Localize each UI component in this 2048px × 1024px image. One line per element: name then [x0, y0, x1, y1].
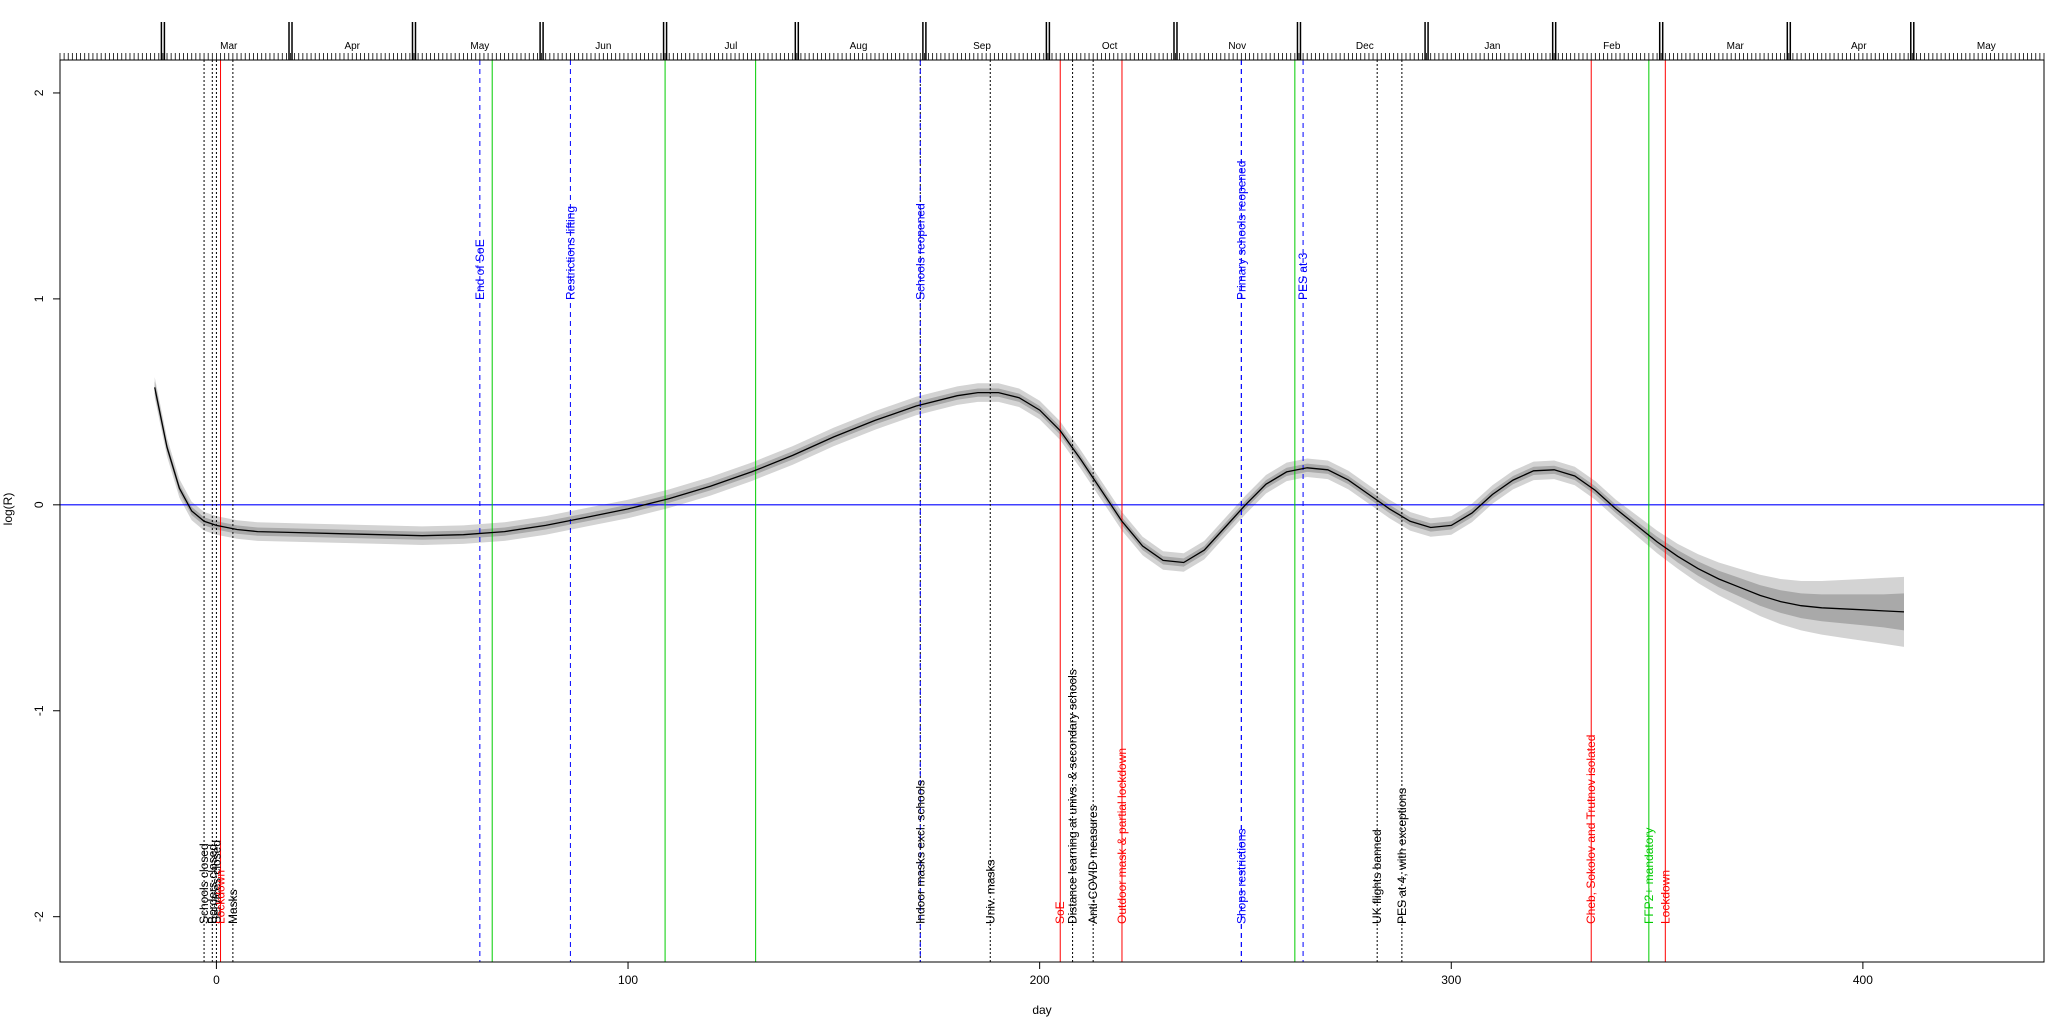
month-label: Aug	[850, 41, 868, 52]
y-tick-label: 2	[32, 89, 46, 96]
event-label: Schools reopened	[913, 203, 927, 300]
x-tick-label: 100	[618, 973, 638, 987]
top-month-axis: Mar Apr May Jun Jul Aug Sep Oct Nov Dec Jan Feb Mar A…	[59, 22, 2045, 60]
event-label: Univ. masks	[983, 860, 997, 924]
event-label: Cheb, Sokolov and Trutnov isolated	[1584, 735, 1598, 924]
event-label: Borders closed	[205, 844, 219, 924]
curve-group	[154, 387, 1905, 613]
event-label: UK flights banned	[1370, 829, 1384, 924]
x-tick-label: 300	[1441, 973, 1461, 987]
month-label: Sep	[973, 41, 991, 52]
event-label: Shops restrictions	[1234, 829, 1248, 924]
event-label: Distance learning at univs. & secondary …	[1066, 669, 1080, 924]
month-label: May	[470, 41, 489, 52]
x-tick-label: 0	[213, 973, 220, 987]
event-label: PES at 3	[1296, 252, 1310, 300]
month-label: Apr	[344, 41, 360, 52]
event-label: FFP2+ mandatory	[1642, 828, 1656, 924]
event-label: SoE	[1053, 901, 1067, 924]
x-tick-label: 400	[1853, 973, 1873, 987]
x-axis-label: day	[1032, 1003, 1051, 1017]
month-label: Jun	[595, 41, 611, 52]
x-tick-label: 200	[1030, 973, 1050, 987]
event-label: End of SoE	[473, 239, 487, 300]
y-axis-label: log(R)	[1, 493, 15, 526]
y-tick-label: 1	[32, 295, 46, 302]
month-label: Jan	[1484, 41, 1500, 52]
event-label: Anti-COVID measures	[1086, 805, 1100, 924]
event-lines	[203, 60, 1666, 962]
event-label: Masks	[226, 889, 240, 924]
month-label: Oct	[1102, 41, 1118, 52]
event-label: PES at 4, with exceptions	[1395, 788, 1409, 924]
month-label: Jul	[725, 41, 738, 52]
log-r-curve	[154, 387, 1905, 613]
month-label: Mar	[1727, 41, 1745, 52]
month-label: Apr	[1851, 41, 1867, 52]
event-label: Services closed	[209, 840, 223, 924]
month-label: Mar	[220, 41, 238, 52]
event-label: Lockdown	[214, 870, 228, 924]
y-tick-label: -1	[32, 705, 46, 716]
event-label: Indoor masks excl. schools	[913, 780, 927, 924]
event-label: Restrictions lifting	[563, 206, 577, 300]
y-tick-label: -2	[32, 911, 46, 922]
month-label: May	[1977, 41, 1996, 52]
event-label: Outdoor mask & partial lockdown	[1115, 748, 1129, 924]
month-label: Dec	[1356, 41, 1374, 52]
event-label: Primary schools reopened	[1234, 161, 1248, 300]
month-label: Feb	[1603, 41, 1621, 52]
event-label: Lockdown	[1658, 870, 1672, 924]
y-tick-label: 0	[32, 501, 46, 508]
event-label: Schools closed	[197, 843, 211, 924]
month-label: Nov	[1228, 41, 1246, 52]
